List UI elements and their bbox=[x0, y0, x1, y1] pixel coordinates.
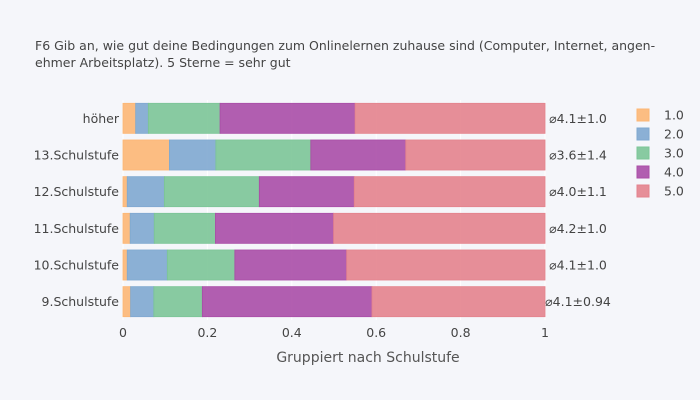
legend-label: 1.0 bbox=[664, 108, 684, 123]
legend-item[interactable]: 1.0 bbox=[636, 108, 684, 123]
legend-swatch bbox=[636, 184, 650, 198]
grid bbox=[122, 100, 546, 320]
legend-label: 5.0 bbox=[664, 184, 684, 199]
bar-segment[interactable] bbox=[169, 139, 217, 171]
bar-segment[interactable] bbox=[130, 286, 155, 318]
bar-segment[interactable] bbox=[371, 286, 546, 318]
bar-segment[interactable] bbox=[135, 102, 149, 134]
category-label: 9.Schulstufe bbox=[42, 294, 120, 309]
mean-annotation: ⌀4.1±0.94 bbox=[545, 294, 611, 309]
chart-title: F6 Gib an, wie gut deine Bedingungen zum… bbox=[35, 38, 655, 70]
bar-segment[interactable] bbox=[219, 102, 356, 134]
x-tick-label: 1 bbox=[541, 325, 549, 340]
x-axis-label: Gruppiert nach Schulstufe bbox=[276, 350, 459, 366]
legend-label: 3.0 bbox=[664, 146, 684, 161]
legend-label: 4.0 bbox=[664, 165, 684, 180]
bar-segment[interactable] bbox=[129, 212, 155, 244]
x-tick-label: 0 bbox=[119, 325, 127, 340]
annotations: ⌀4.1±1.0 ⌀3.6±1.4 ⌀4.0±1.1 ⌀4.2±1.0 ⌀4.1±1.0… bbox=[545, 111, 611, 309]
bar-segment[interactable] bbox=[153, 212, 216, 244]
legend-item[interactable]: 5.0 bbox=[636, 184, 684, 199]
bar-segment[interactable] bbox=[310, 139, 407, 171]
bar-segment[interactable] bbox=[122, 176, 128, 208]
legend-label: 2.0 bbox=[664, 127, 684, 142]
bars bbox=[122, 102, 546, 318]
mean-annotation: ⌀4.1±1.0 bbox=[549, 258, 607, 273]
legend-item[interactable]: 2.0 bbox=[636, 127, 684, 142]
mean-annotation: ⌀4.2±1.0 bbox=[549, 221, 607, 236]
x-tick-label: 0.8 bbox=[451, 325, 471, 340]
mean-annotation: ⌀4.1±1.0 bbox=[549, 111, 607, 126]
bar-segment[interactable] bbox=[215, 139, 312, 171]
legend-item[interactable]: 4.0 bbox=[636, 165, 684, 180]
x-tick-labels: 0 0.2 0.4 0.6 0.8 1 bbox=[119, 325, 549, 340]
x-tick-label: 0.6 bbox=[366, 325, 386, 340]
bar-segment[interactable] bbox=[153, 286, 203, 318]
category-labels: höher 13.Schulstufe 12.Schulstufe 11.Schuls… bbox=[34, 111, 120, 309]
legend-swatch bbox=[636, 165, 650, 179]
bar-segment[interactable] bbox=[354, 102, 546, 134]
legend-swatch bbox=[636, 108, 650, 122]
legend-swatch bbox=[636, 146, 650, 160]
bar-segment[interactable] bbox=[346, 249, 546, 281]
bar-segment[interactable] bbox=[405, 139, 546, 171]
legend-swatch bbox=[636, 127, 650, 141]
bar-segment[interactable] bbox=[234, 249, 348, 281]
mean-annotation: ⌀3.6±1.4 bbox=[549, 148, 607, 163]
bar-segment[interactable] bbox=[333, 212, 546, 244]
x-tick-label: 0.4 bbox=[282, 325, 302, 340]
chart-title-line: ehmer Arbeitsplatz). 5 Sterne = sehr gut bbox=[35, 55, 291, 70]
category-label: 12.Schulstufe bbox=[34, 184, 120, 199]
legend-item[interactable]: 3.0 bbox=[636, 146, 684, 161]
bar-segment[interactable] bbox=[126, 176, 165, 208]
chart-title-line: F6 Gib an, wie gut deine Bedingungen zum… bbox=[35, 38, 655, 53]
bar-segment[interactable] bbox=[201, 286, 373, 318]
bar-segment[interactable] bbox=[166, 249, 236, 281]
bar-segment[interactable] bbox=[353, 176, 546, 208]
category-label: 13.Schulstufe bbox=[34, 148, 120, 163]
bar-segment[interactable] bbox=[126, 249, 168, 281]
x-tick-label: 0.2 bbox=[197, 325, 217, 340]
mean-annotation: ⌀4.0±1.1 bbox=[549, 184, 607, 199]
bar-segment[interactable] bbox=[215, 212, 334, 244]
legend[interactable]: 1.0 2.0 3.0 4.0 5.0 bbox=[636, 108, 684, 199]
bar-segment[interactable] bbox=[122, 212, 131, 244]
bar-segment[interactable] bbox=[122, 139, 170, 171]
bar-segment[interactable] bbox=[122, 249, 128, 281]
category-label: 11.Schulstufe bbox=[34, 221, 120, 236]
category-label: 10.Schulstufe bbox=[34, 258, 120, 273]
bar-segment[interactable] bbox=[122, 102, 137, 134]
bar-segment[interactable] bbox=[147, 102, 221, 134]
bar-segment[interactable] bbox=[163, 176, 260, 208]
category-label: höher bbox=[83, 111, 120, 126]
bar-segment[interactable] bbox=[122, 286, 131, 318]
bar-segment[interactable] bbox=[258, 176, 355, 208]
